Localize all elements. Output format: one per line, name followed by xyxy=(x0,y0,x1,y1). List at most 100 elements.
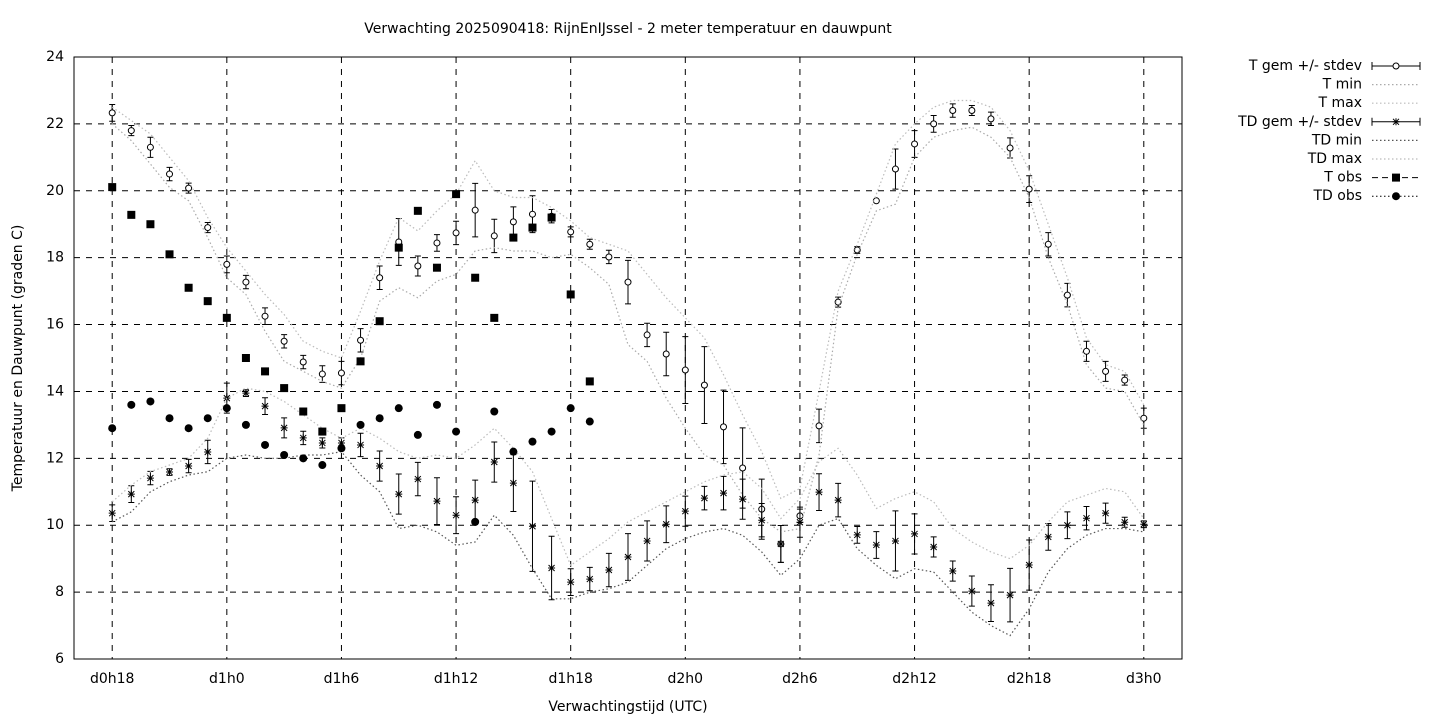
x-tick-label: d1h12 xyxy=(434,671,478,687)
legend-label: T max xyxy=(1317,95,1362,111)
marker xyxy=(930,120,938,128)
marker xyxy=(930,543,938,551)
marker xyxy=(242,389,250,397)
marker xyxy=(299,407,308,416)
marker xyxy=(261,440,270,449)
marker xyxy=(1006,591,1014,599)
legend-label: TD min xyxy=(1311,132,1362,148)
marker xyxy=(337,369,345,377)
marker xyxy=(815,488,823,496)
marker xyxy=(452,511,460,519)
y-axis-label: Temperatuur en Dauwpunt (graden C) xyxy=(10,225,26,493)
x-axis-label: Verwachtingstijd (UTC) xyxy=(548,699,707,715)
marker xyxy=(1082,514,1090,522)
marker xyxy=(166,170,174,178)
marker xyxy=(566,404,575,413)
y-tick-label: 24 xyxy=(46,49,64,65)
marker xyxy=(586,575,594,583)
marker xyxy=(490,313,499,322)
legend-marker xyxy=(1392,173,1400,182)
marker xyxy=(299,454,308,463)
legend-label: T obs xyxy=(1323,170,1362,186)
marker xyxy=(108,109,116,117)
marker xyxy=(261,402,269,410)
marker xyxy=(490,232,498,240)
marker xyxy=(108,424,117,433)
marker xyxy=(356,357,365,366)
marker xyxy=(1121,518,1129,526)
marker xyxy=(605,566,613,574)
marker xyxy=(146,474,154,482)
marker xyxy=(375,414,384,423)
marker xyxy=(911,140,919,148)
marker xyxy=(566,290,575,299)
marker xyxy=(662,520,670,528)
x-tick-label: d2h12 xyxy=(892,671,936,687)
x-tick-label: d2h0 xyxy=(668,671,704,687)
marker xyxy=(509,447,518,456)
x-tick-label: d1h0 xyxy=(209,671,245,687)
marker xyxy=(1006,144,1014,152)
marker xyxy=(414,262,422,270)
marker xyxy=(624,553,632,561)
marker xyxy=(509,233,518,242)
marker xyxy=(204,224,212,232)
marker xyxy=(280,424,288,432)
line-series xyxy=(111,99,1145,500)
marker xyxy=(452,229,460,237)
marker xyxy=(185,184,193,192)
marker xyxy=(796,518,804,526)
y-tick-label: 16 xyxy=(46,317,64,333)
marker xyxy=(127,127,135,135)
marker xyxy=(643,331,651,339)
marker xyxy=(433,497,441,505)
marker xyxy=(547,427,556,436)
marker xyxy=(242,278,250,286)
marker xyxy=(624,278,632,286)
marker xyxy=(299,434,307,442)
marker xyxy=(586,240,594,248)
marker xyxy=(375,317,384,326)
marker xyxy=(872,541,880,549)
marker xyxy=(968,587,976,595)
marker xyxy=(662,350,670,358)
marker xyxy=(146,220,155,229)
marker xyxy=(509,218,517,226)
marker xyxy=(337,439,345,447)
marker xyxy=(681,507,689,515)
marker xyxy=(280,384,289,393)
marker xyxy=(452,427,461,436)
marker xyxy=(356,420,365,429)
marker xyxy=(643,537,651,545)
marker xyxy=(700,494,708,502)
legend-marker xyxy=(1392,192,1400,201)
marker xyxy=(700,381,708,389)
marker xyxy=(337,404,346,413)
marker xyxy=(605,253,613,261)
marker xyxy=(987,115,995,123)
marker xyxy=(222,313,231,322)
marker xyxy=(318,439,326,447)
y-tick-label: 14 xyxy=(46,383,64,399)
x-tick-label: d2h6 xyxy=(782,671,818,687)
marker xyxy=(739,495,747,503)
marker xyxy=(1063,521,1071,529)
marker xyxy=(223,260,231,268)
marker xyxy=(834,496,842,504)
line-series xyxy=(111,387,1145,567)
marker xyxy=(968,107,976,115)
marker xyxy=(528,223,537,232)
marker xyxy=(567,578,575,586)
marker xyxy=(528,210,536,218)
x-tick-label: d1h6 xyxy=(324,671,360,687)
marker xyxy=(108,509,116,517)
marker xyxy=(547,213,556,222)
x-tick-label: d0h18 xyxy=(90,671,134,687)
marker xyxy=(127,400,136,409)
legend-marker xyxy=(1392,118,1400,126)
marker xyxy=(413,206,422,215)
marker xyxy=(146,143,154,151)
marker xyxy=(471,206,479,214)
marker xyxy=(490,407,499,416)
